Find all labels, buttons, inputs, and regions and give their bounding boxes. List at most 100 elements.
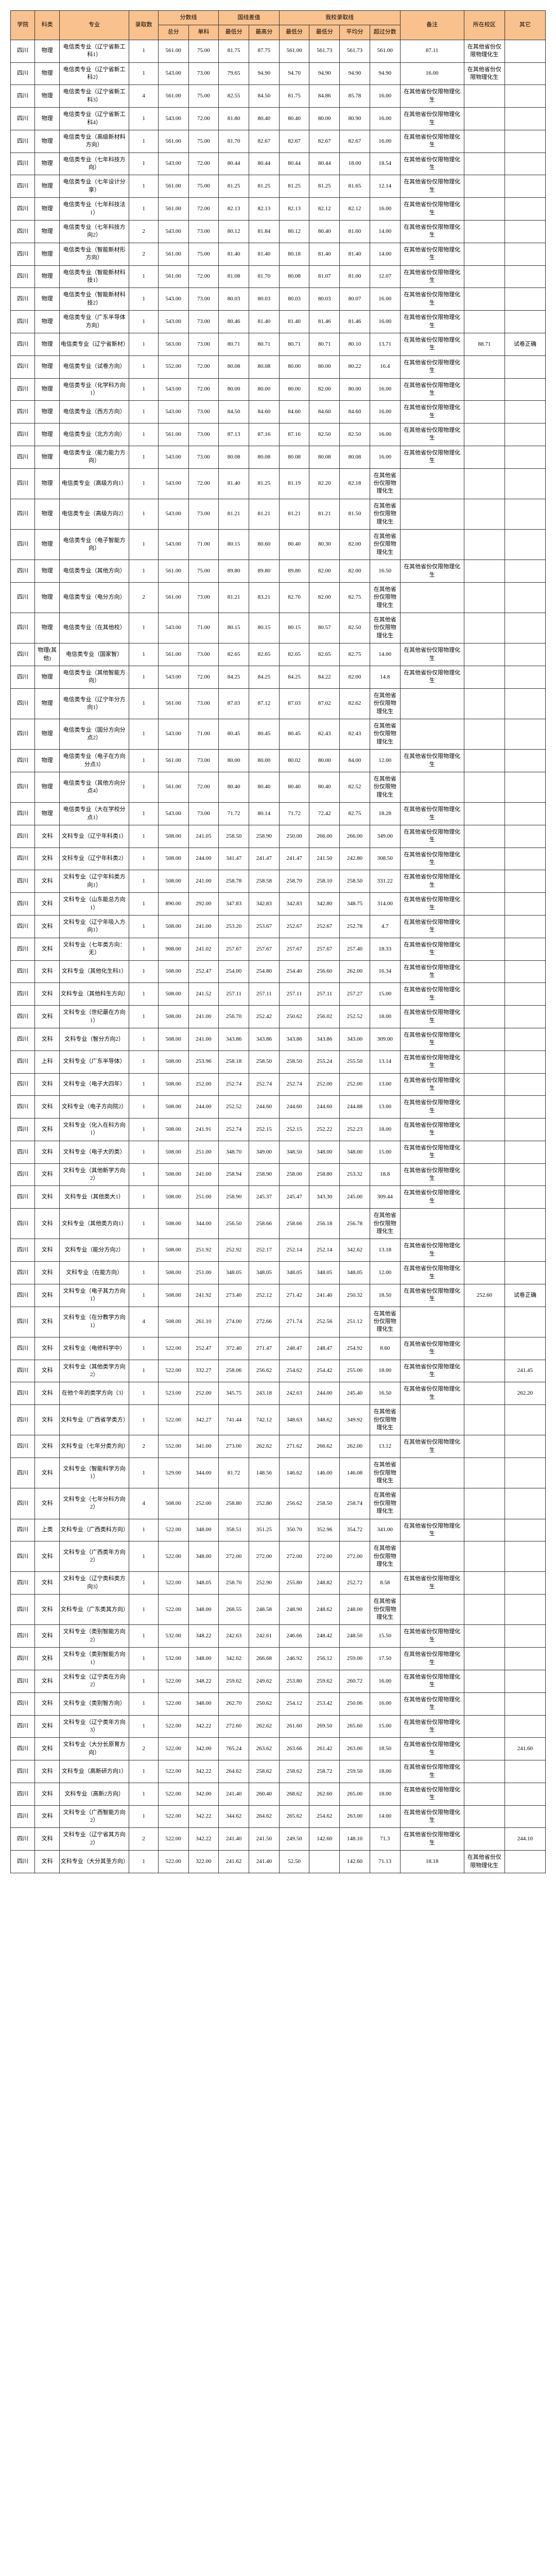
table-cell: 372.40 (219, 1337, 249, 1360)
table-cell: 4 (129, 1307, 158, 1337)
table-cell: 文科 (35, 1488, 59, 1519)
table-cell: 81.08 (219, 265, 249, 288)
table-cell: 342.22 (188, 1805, 219, 1828)
table-cell: 75.00 (188, 243, 219, 265)
table-cell: 241.92 (188, 1284, 219, 1307)
table-cell: 72.00 (188, 265, 219, 288)
table-cell: 四川 (11, 108, 35, 130)
table-cell: 在其他省份仅限物理化生 (370, 529, 400, 560)
table-cell: 文科专业（广东类其方向） (59, 1595, 129, 1625)
table-cell: 543.00 (158, 613, 188, 643)
table-cell: 248.00 (340, 1595, 370, 1625)
table-cell: 80.71 (309, 333, 340, 355)
table-cell: 四川 (11, 1805, 35, 1828)
table-cell (464, 446, 505, 468)
table-cell: 75.00 (188, 40, 219, 62)
table-cell: 80.40 (279, 108, 309, 130)
table-row: 四川文科文科专业（在能方向）1508.00251.00348.05348.053… (11, 1262, 546, 1284)
table-cell: 在其他省份仅限物理化生 (400, 1028, 464, 1050)
table-cell (464, 130, 505, 152)
table-cell: 文科专业（其他化生科1） (59, 960, 129, 983)
table-cell: 142.60 (309, 1828, 340, 1851)
table-row: 四川文科文科专业（高新研方向1）1522.00342.22264.62258.6… (11, 1760, 546, 1783)
table-cell: 四川 (11, 1595, 35, 1625)
table-cell (505, 1488, 545, 1519)
table-cell: 文科 (35, 1284, 59, 1307)
table-cell: 348.05 (219, 1262, 249, 1284)
table-cell: 13.00 (370, 1073, 400, 1096)
table-cell (505, 401, 545, 423)
table-cell: 250.06 (340, 1692, 370, 1715)
table-cell: 81.40 (249, 243, 279, 265)
table-cell (464, 1096, 505, 1118)
table-cell: 四川 (11, 983, 35, 1006)
table-cell (505, 423, 545, 446)
table-cell: 1 (129, 446, 158, 468)
table-cell: 电信类专业（高级方向2） (59, 499, 129, 529)
table-cell: 81.40 (340, 243, 370, 265)
table-cell (464, 108, 505, 130)
table-cell: 80.22 (340, 355, 370, 378)
table-cell: 1 (129, 468, 158, 499)
table-cell: 252.80 (249, 1488, 279, 1519)
table-cell: 80.00 (279, 355, 309, 378)
table-cell: 561.00 (158, 582, 188, 613)
table-cell: 16.4 (370, 355, 400, 378)
table-cell: 258.94 (219, 1163, 249, 1186)
table-cell: 342.83 (249, 893, 279, 916)
table-cell: 508.00 (158, 1096, 188, 1118)
table-cell: 文科 (35, 1715, 59, 1738)
table-cell: 2 (129, 1738, 158, 1760)
table-cell: 在其他省份仅限物理化生 (400, 1670, 464, 1692)
table-cell: 物理 (35, 198, 59, 221)
table-cell: 82.67 (309, 130, 340, 152)
table-row: 四川文科文科专业（广东类其方向）1522.00348.00268.55248.5… (11, 1595, 546, 1625)
table-cell: 258.66 (279, 1209, 309, 1239)
table-cell: 1 (129, 1519, 158, 1541)
table-cell: 348.22 (188, 1625, 219, 1648)
table-cell: 13.18 (370, 1239, 400, 1262)
table-cell: 73.00 (188, 582, 219, 613)
table-cell: 256.78 (340, 1209, 370, 1239)
table-cell: 物理(其他) (35, 643, 59, 666)
table-cell: 258.70 (219, 1572, 249, 1595)
table-cell: 252.74 (279, 1073, 309, 1096)
table-cell: 241.40 (219, 1783, 249, 1805)
table-cell: 258.50 (219, 825, 249, 848)
table-cell: 258.50 (279, 1050, 309, 1073)
table-cell: 255.50 (340, 1050, 370, 1073)
table-cell: 文科专业（智能科学方向1） (59, 1458, 129, 1488)
table-cell: 80.00 (219, 378, 249, 401)
table-cell: 543.00 (158, 468, 188, 499)
table-cell: 561.00 (158, 85, 188, 108)
table-cell (505, 288, 545, 311)
table-cell: 物理 (35, 288, 59, 311)
table-cell: 80.08 (219, 355, 249, 378)
table-cell: 物理 (35, 175, 59, 198)
table-cell: 四川 (11, 688, 35, 719)
table-cell: 148.56 (249, 1458, 279, 1488)
table-cell (464, 1625, 505, 1648)
table-cell: 电信类专业（七年科技法1） (59, 198, 129, 221)
table-cell: 1 (129, 1405, 158, 1435)
table-cell (464, 1670, 505, 1692)
table-cell (505, 221, 545, 243)
table-cell: 85.78 (340, 85, 370, 108)
table-cell: 文科专业（广西类科方向） (59, 1519, 129, 1541)
table-cell: 273.40 (219, 1284, 249, 1307)
table-cell: 252.00 (188, 1073, 219, 1096)
table-row: 四川文科文科专业（高新2方向）1522.00342.00241.40260.40… (11, 1783, 546, 1805)
table-cell: 84.50 (249, 85, 279, 108)
table-row: 四川文科文科专业（七年分科方向2）4508.00252.00258.80252.… (11, 1488, 546, 1519)
table-cell (400, 719, 464, 750)
table-cell: 4.7 (370, 916, 400, 938)
table-cell: 18.54 (370, 152, 400, 175)
table-cell: 244.60 (279, 1096, 309, 1118)
table-cell: 1 (129, 870, 158, 893)
table-cell: 94.70 (279, 62, 309, 85)
table-cell: 252.74 (249, 1073, 279, 1096)
table-cell: 342.27 (188, 1405, 219, 1435)
table-cell: 物理 (35, 750, 59, 772)
table-cell (505, 108, 545, 130)
table-cell: 文科 (35, 1405, 59, 1435)
